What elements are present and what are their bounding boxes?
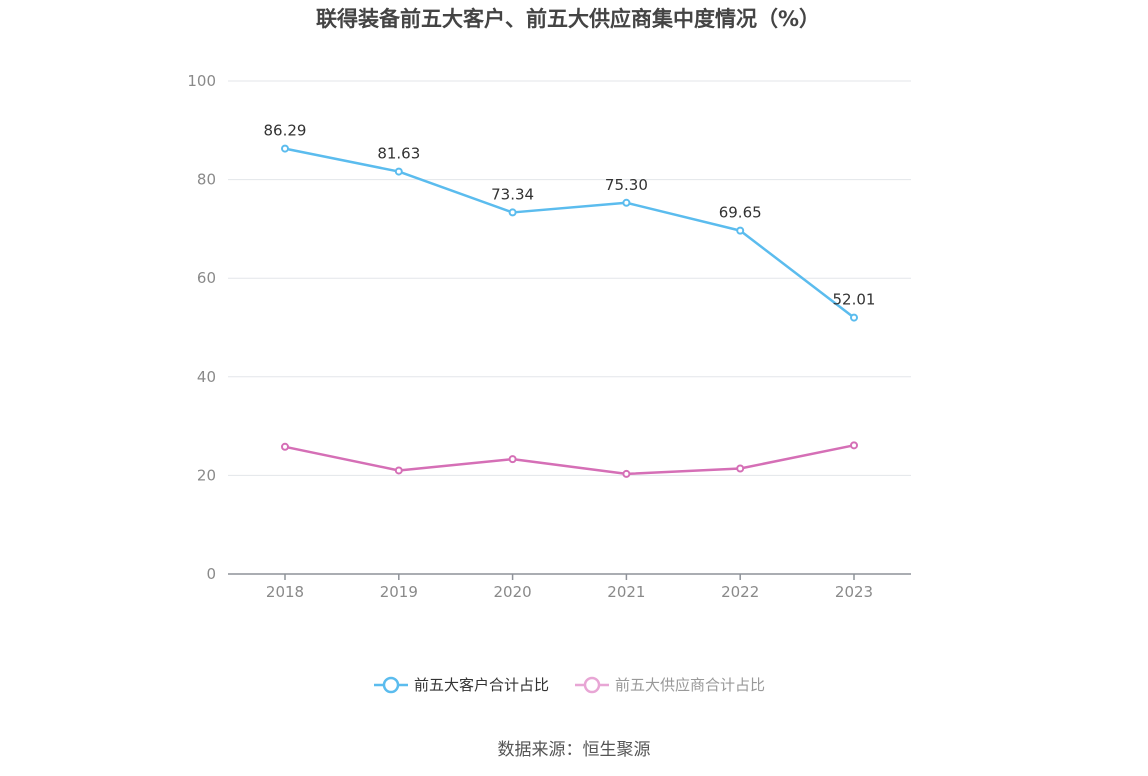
- y-tick-label: 20: [197, 466, 216, 484]
- y-axis: 0 20 40 60 80 100: [187, 72, 216, 583]
- legend-label: 前五大客户合计占比: [414, 676, 549, 694]
- grid-lines: [228, 80, 911, 476]
- legend-label: 前五大供应商合计占比: [615, 676, 765, 694]
- legend-marker-icon: [583, 676, 601, 694]
- x-tick-label: 2021: [607, 583, 645, 601]
- data-source: 数据来源：恒生聚源: [498, 740, 651, 760]
- y-tick-label: 80: [197, 171, 216, 189]
- x-tick-label: 2020: [494, 583, 532, 601]
- data-point[interactable]: [850, 313, 858, 322]
- series-line: [284, 147, 855, 319]
- x-tick-label: 2018: [266, 583, 304, 601]
- data-point[interactable]: [508, 208, 517, 217]
- series-1: [281, 144, 858, 322]
- data-point[interactable]: [736, 464, 745, 473]
- data-label: 81.63: [377, 145, 420, 163]
- data-point[interactable]: [508, 455, 517, 464]
- series-lines: [281, 144, 858, 478]
- data-point[interactable]: [850, 441, 858, 450]
- x-tick-label: 2023: [835, 583, 873, 601]
- y-tick-label: 100: [187, 72, 216, 90]
- legend-marker-icon: [382, 676, 400, 694]
- chart-title: 联得装备前五大客户、前五大供应商集中度情况（%）: [316, 7, 820, 31]
- series-2: [281, 441, 858, 478]
- x-tick-label: 2019: [380, 583, 418, 601]
- data-label: 69.65: [719, 204, 762, 222]
- data-label: 86.29: [264, 122, 307, 140]
- legend-item-1[interactable]: 前五大客户合计占比: [374, 676, 549, 694]
- y-tick-label: 40: [197, 368, 216, 386]
- data-point[interactable]: [281, 144, 289, 153]
- y-tick-label: 60: [197, 269, 216, 287]
- data-label: 73.34: [491, 185, 534, 203]
- data-point[interactable]: [622, 469, 631, 478]
- data-point[interactable]: [736, 226, 745, 235]
- x-tick-label: 2022: [721, 583, 759, 601]
- data-label: 75.30: [605, 176, 648, 194]
- data-point[interactable]: [622, 198, 631, 207]
- data-point[interactable]: [281, 442, 289, 451]
- y-tick-label: 0: [206, 565, 216, 583]
- data-point[interactable]: [394, 466, 403, 475]
- legend-item-2[interactable]: 前五大供应商合计占比: [575, 676, 765, 694]
- data-label: 52.01: [833, 291, 876, 309]
- legend: 前五大客户合计占比 前五大供应商合计占比: [374, 676, 765, 694]
- data-point[interactable]: [394, 167, 403, 176]
- series-line: [284, 444, 855, 476]
- x-axis-ticks: 2018 2019 2020 2021 2022 2023: [266, 574, 873, 601]
- data-labels: 86.29 81.63 73.34 75.30 69.65 52.01: [264, 122, 876, 309]
